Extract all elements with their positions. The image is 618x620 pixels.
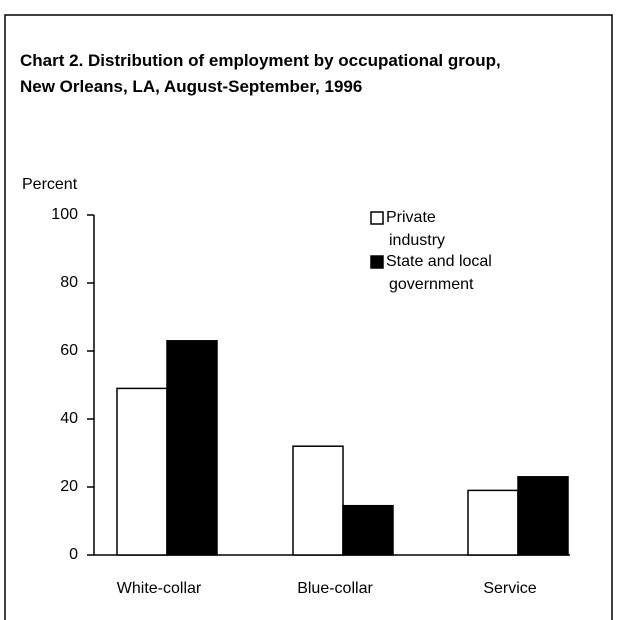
y-tick-label: 20 (60, 478, 78, 495)
legend-label: State and local government (386, 253, 492, 293)
y-axis-label: Percent (22, 176, 78, 193)
legend-swatch (370, 255, 384, 269)
legend-swatch (370, 211, 384, 225)
x-tick-label: Blue-collar (297, 580, 373, 597)
x-tick-label: White-collar (117, 580, 202, 597)
y-tick-label: 40 (60, 410, 78, 427)
legend-label: Private industry (386, 209, 445, 249)
bar (166, 340, 218, 556)
x-tick-label: Service (483, 580, 536, 597)
y-tick-label: 100 (51, 206, 78, 223)
y-tick-label: 80 (60, 274, 78, 291)
chart-title: Chart 2. Distribution of employment by o… (20, 51, 501, 96)
bar (342, 504, 394, 556)
y-tick-label: 0 (69, 546, 78, 563)
bar (467, 489, 519, 556)
y-tick-label: 60 (60, 342, 78, 359)
bar (116, 387, 168, 556)
frame (4, 14, 613, 620)
bar (517, 476, 569, 556)
bar (292, 445, 344, 556)
